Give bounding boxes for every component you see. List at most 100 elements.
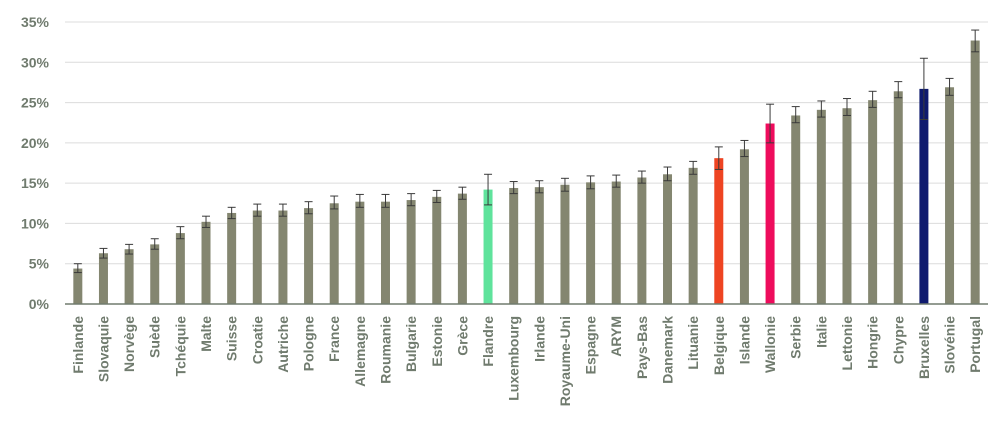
x-tick-label: Danemark xyxy=(660,316,676,384)
error-bar xyxy=(227,206,236,220)
bar-suisse xyxy=(227,212,237,304)
x-tick-label: Slovaquie xyxy=(95,316,111,382)
x-tick-label: Pays-Bas xyxy=(634,316,650,379)
x-tick-label: Estonie xyxy=(429,316,445,367)
y-tick-label: 25% xyxy=(21,95,50,111)
bar-arym xyxy=(611,181,621,304)
y-tick-label: 30% xyxy=(21,54,50,70)
error-bar xyxy=(535,180,544,194)
error-bar xyxy=(791,106,800,124)
x-tick-label: Chypre xyxy=(890,316,906,364)
bar-pologne xyxy=(304,208,314,304)
bar-lituanie xyxy=(688,167,698,304)
x-tick-label: ARYM xyxy=(608,316,624,357)
error-bar xyxy=(484,173,493,206)
error-bar xyxy=(842,98,851,116)
y-tick-label: 0% xyxy=(29,296,50,312)
error-bar xyxy=(689,160,698,175)
bar-bulgarie xyxy=(406,200,416,304)
error-bar xyxy=(304,201,313,215)
bar-bruxelles xyxy=(919,88,929,304)
x-tick-label: Serbie xyxy=(788,316,804,359)
bar-portugal xyxy=(970,40,980,304)
error-bar xyxy=(868,90,877,108)
bar-slovaquie xyxy=(98,253,108,304)
x-tick-label: Croatie xyxy=(249,316,265,364)
bar-su-de xyxy=(150,244,160,304)
y-tick-label: 15% xyxy=(21,175,50,191)
x-tick-label: Autriche xyxy=(275,316,291,373)
x-tick-label: Grèce xyxy=(454,316,470,356)
x-tick-label: Tchéquie xyxy=(172,316,188,377)
x-tick-label: Portugal xyxy=(967,316,983,373)
error-bar xyxy=(407,193,416,207)
x-tick-label: Finlande xyxy=(70,316,86,374)
error-bar xyxy=(73,263,82,274)
bar-france xyxy=(329,203,339,304)
bar-irlande xyxy=(534,187,544,304)
x-tick-label: Suisse xyxy=(224,316,240,361)
x-tick-label: Luxembourg xyxy=(506,316,522,401)
bar-wallonie xyxy=(765,123,775,305)
error-bar xyxy=(330,195,339,210)
error-bar xyxy=(586,175,595,190)
bar-lettonie xyxy=(842,108,852,304)
error-bar xyxy=(560,177,569,192)
x-tick-label: Flandre xyxy=(480,316,496,367)
bar-danemark xyxy=(663,174,673,304)
y-tick-label: 35% xyxy=(21,14,50,30)
error-bar xyxy=(432,189,441,203)
bar-chypre xyxy=(893,91,903,304)
x-tick-label: Royaume-Uni xyxy=(557,316,573,406)
x-tick-label: Bruxelles xyxy=(916,316,932,379)
x-tick-label: Slovénie xyxy=(942,316,958,374)
error-bar xyxy=(766,103,775,144)
bar-italie xyxy=(816,109,826,304)
bar-finlande xyxy=(73,268,83,304)
x-tick-label: Espagne xyxy=(583,316,599,375)
bar-belgique xyxy=(714,158,724,304)
x-tick-label: Belgique xyxy=(711,316,727,375)
bar-roumanie xyxy=(380,201,390,304)
bar-slov-nie xyxy=(945,87,955,305)
x-tick-label: Bulgarie xyxy=(403,316,419,372)
error-bar xyxy=(99,247,108,259)
x-tick-label: Pologne xyxy=(301,316,317,371)
y-tick-label: 10% xyxy=(21,215,50,231)
bar-luxembourg xyxy=(509,187,519,304)
bar-pays-bas xyxy=(637,177,647,304)
x-tick-label: France xyxy=(326,316,342,362)
x-tick-label: Lituanie xyxy=(685,316,701,370)
x-tick-label: Roumanie xyxy=(377,316,393,384)
bar-serbie xyxy=(791,115,801,304)
x-tick-label: Lettonie xyxy=(839,316,855,371)
error-bar xyxy=(253,203,262,217)
bar-islande xyxy=(739,149,749,304)
x-tick-label: Wallonie xyxy=(762,316,778,373)
x-tick-label: Italie xyxy=(813,316,829,348)
error-bar xyxy=(458,186,467,200)
error-bar xyxy=(663,166,672,182)
bar-gr-ce xyxy=(457,193,467,304)
y-tick-label: 20% xyxy=(21,135,50,151)
error-bar xyxy=(278,203,287,217)
bar-allemagne xyxy=(355,201,365,304)
x-tick-label: Allemagne xyxy=(352,316,368,387)
error-bar xyxy=(176,226,185,240)
error-bar xyxy=(150,238,159,250)
error-bar xyxy=(355,193,364,208)
bar-croatie xyxy=(252,210,262,304)
error-bar xyxy=(125,243,134,255)
error-bar xyxy=(612,174,621,188)
error-bar xyxy=(971,29,980,53)
error-bar xyxy=(919,57,928,120)
x-tick-label: Islande xyxy=(736,316,752,364)
error-bar xyxy=(740,139,749,158)
bar-norv-ge xyxy=(124,249,134,304)
bar-hongrie xyxy=(868,100,878,304)
error-bar xyxy=(945,77,954,96)
x-tick-label: Norvège xyxy=(121,316,137,372)
bar-espagne xyxy=(586,182,596,304)
x-tick-label: Hongrie xyxy=(865,316,881,369)
